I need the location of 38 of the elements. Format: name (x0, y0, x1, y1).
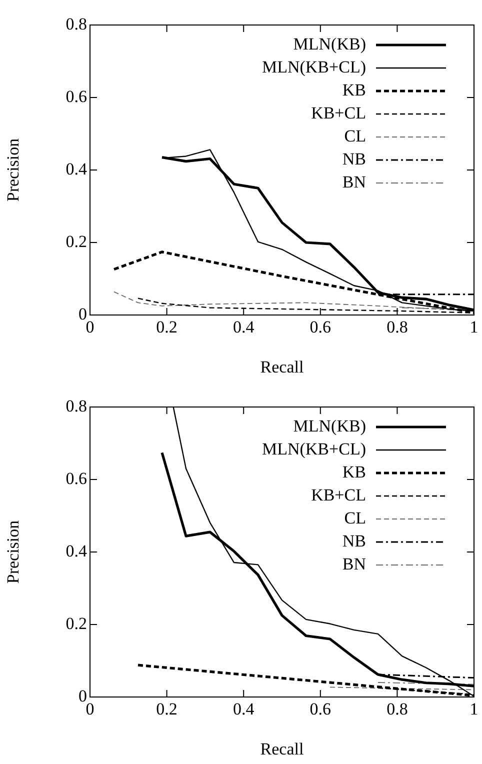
x-tick-label: 1 (470, 700, 478, 719)
y-axis-title: Precision (4, 138, 23, 202)
x-axis-title: Recall (260, 357, 304, 376)
x-tick-label: 0.4 (232, 700, 255, 719)
y-tick-label: 0.8 (66, 14, 87, 34)
legend-label: KB+CL (311, 485, 366, 504)
y-tick-label: 0.6 (66, 86, 87, 106)
legend-label: MLN(KB) (293, 416, 366, 436)
legend-label: CL (344, 508, 366, 528)
y-tick-label: 0.4 (66, 541, 88, 560)
y-tick-label: 0.8 (66, 396, 87, 416)
y-axis-title: Precision (4, 520, 23, 584)
legend-label: KB (342, 462, 366, 482)
legend-label: MLN(KB+CL) (262, 57, 366, 76)
y-tick-label: 0.2 (66, 614, 87, 633)
y-tick-label: 0.4 (66, 159, 88, 178)
x-tick-label: 0.2 (156, 700, 178, 719)
legend-label: CL (344, 126, 366, 146)
legend-label: BN (342, 554, 366, 574)
x-tick-label: 0.8 (386, 318, 408, 337)
legend-label: NB (342, 149, 366, 168)
x-axis-title: Recall (260, 739, 304, 758)
x-tick-label: 0.4 (232, 318, 255, 337)
y-tick-label: 0.2 (66, 232, 87, 251)
x-tick-label: 0.8 (386, 700, 408, 719)
y-tick-label: 0 (78, 304, 87, 324)
legend-label: BN (342, 172, 366, 192)
legend-label: KB (342, 80, 366, 100)
legend-label: KB+CL (311, 103, 366, 122)
y-tick-label: 0.6 (66, 468, 87, 488)
y-tick-label: 0 (78, 686, 87, 706)
x-tick-label: 0.2 (156, 318, 178, 337)
x-tick-label: 0.6 (310, 700, 332, 719)
legend-label: NB (342, 531, 366, 550)
legend-label: MLN(KB+CL) (262, 439, 366, 458)
x-tick-label: 0.6 (310, 318, 332, 337)
legend-label: MLN(KB) (293, 34, 366, 54)
x-tick-label: 1 (470, 318, 478, 337)
